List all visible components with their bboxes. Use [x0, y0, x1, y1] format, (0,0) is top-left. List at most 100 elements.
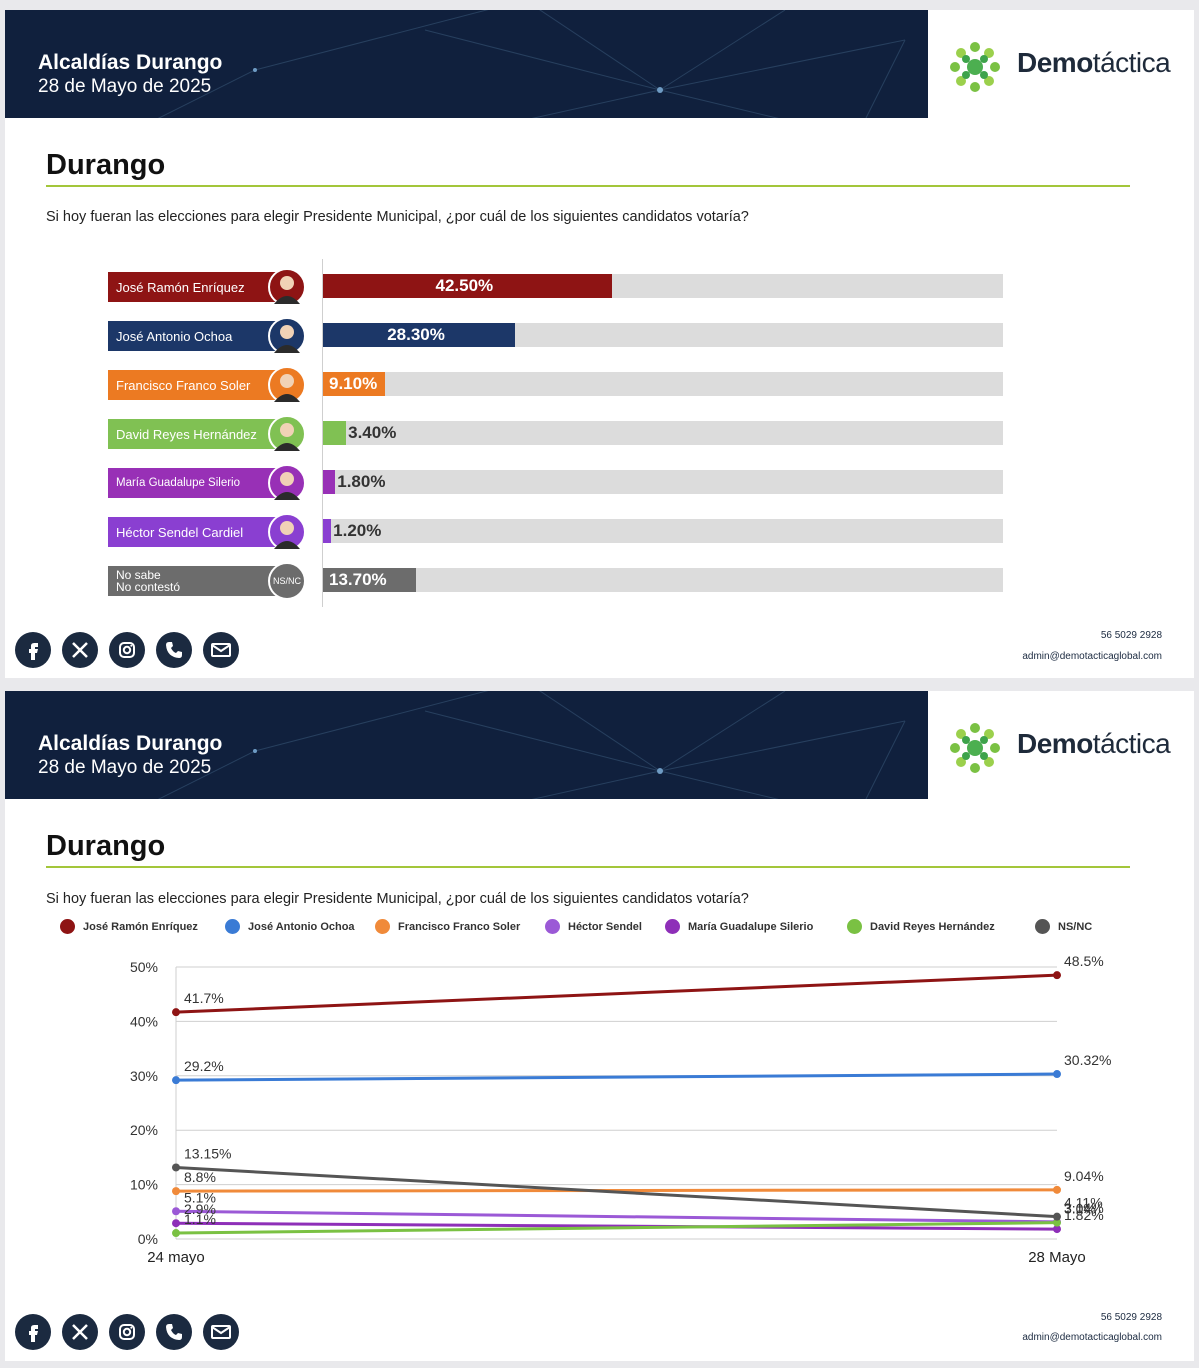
banner-network-pattern: [157, 691, 906, 799]
section-title: Durango: [46, 830, 166, 862]
banner-date: 28 de Mayo de 2025: [38, 76, 212, 97]
candidate-label: Francisco Franco Soler: [108, 370, 278, 400]
y-tick-label: 10%: [130, 1177, 158, 1193]
bar-track: 13.70%: [323, 568, 1003, 592]
data-label: 30.32%: [1064, 1052, 1111, 1068]
person-icon: [274, 423, 300, 451]
series-line: [175, 1188, 1058, 1193]
contact-phone[interactable]: 56 5029 2928: [1100, 1312, 1162, 1323]
data-label: 29.2%: [184, 1058, 224, 1074]
bar-value-label: 13.70%: [329, 570, 387, 589]
candidate-avatar: [268, 317, 306, 355]
candidate-avatar: [268, 513, 306, 551]
data-point: [172, 1076, 180, 1085]
candidate-label: José Antonio Ochoa: [108, 321, 278, 351]
contact-phone[interactable]: 56 5029 2928: [1100, 630, 1162, 641]
person-icon: [274, 325, 300, 353]
legend-item: NS/NC: [1035, 919, 1092, 934]
data-label: 1.1%: [184, 1211, 216, 1227]
legend-swatch: [375, 919, 390, 934]
candidate-label: David Reyes Hernández: [108, 419, 278, 449]
person-icon: [274, 374, 300, 402]
line-chart: 0% 10% 20% 30% 40% 50% 24 mayo 28 Mayo 41.7% 48.5…: [130, 953, 1112, 1266]
data-point: [172, 1187, 180, 1196]
series-line: [175, 1221, 1058, 1235]
data-point: [1053, 1218, 1061, 1227]
banner-network-pattern: [157, 10, 906, 118]
data-point: [1053, 1212, 1061, 1221]
header-banner: Alcaldías Durango 28 de Mayo de 2025: [5, 691, 928, 799]
bar-track: 42.50%: [323, 274, 1003, 298]
bar: [323, 421, 347, 445]
legend-label: José Antonio Ochoa: [248, 920, 355, 933]
x-icon[interactable]: [62, 1314, 98, 1350]
candidate-avatar: [268, 366, 306, 404]
bar-track: 9.10%: [323, 372, 1003, 396]
instagram-icon[interactable]: [109, 632, 145, 668]
logo-text: Demotáctica: [1017, 728, 1171, 759]
demotactica-logo: Demotáctica: [945, 37, 1185, 97]
bar-value-label: 9.10%: [329, 374, 378, 393]
candidate-avatar: [268, 415, 306, 453]
data-point: [172, 1207, 180, 1216]
candidate-label: María Guadalupe Silerio: [108, 468, 278, 498]
data-point: [1053, 1225, 1061, 1234]
bar: [323, 372, 385, 396]
legend-swatch: [60, 919, 75, 934]
candidate-label: No sabe No contestó: [108, 566, 278, 596]
mail-icon[interactable]: [203, 1314, 239, 1350]
bar-value-label: 28.30%: [387, 325, 445, 344]
bar-track: 3.40%: [323, 421, 1003, 445]
legend-item: Francisco Franco Soler: [375, 919, 520, 934]
phone-icon[interactable]: [156, 632, 192, 668]
logo-text: Demotáctica: [1017, 47, 1171, 78]
phone-icon[interactable]: [156, 1314, 192, 1350]
legend-label: Héctor Sendel: [568, 920, 642, 933]
legend-item: Héctor Sendel: [545, 919, 642, 934]
facebook-icon[interactable]: [15, 632, 51, 668]
y-tick-label: 50%: [130, 959, 158, 975]
data-label: 4.11%: [1064, 1195, 1103, 1211]
legend-label: María Guadalupe Silerio: [688, 920, 814, 933]
candidate-avatar: [268, 268, 306, 306]
legend-item: David Reyes Hernández: [847, 919, 995, 934]
title-underline: [46, 866, 1130, 868]
legend-swatch: [225, 919, 240, 934]
legend-swatch: [545, 919, 560, 934]
banner-date: 28 de Mayo de 2025: [38, 757, 212, 778]
data-label: 41.7%: [184, 990, 224, 1006]
survey-question: Si hoy fueran las elecciones para elegir…: [46, 209, 749, 225]
x-icon[interactable]: [62, 632, 98, 668]
person-icon: [274, 276, 300, 304]
person-icon: [274, 472, 300, 500]
data-label: 13.15%: [184, 1145, 231, 1161]
nsnc-badge: NS/NC: [268, 562, 306, 600]
slide-line-chart: Alcaldías Durango 28 de Mayo de 2025 Dem…: [5, 691, 1194, 1361]
legend-swatch: [847, 919, 862, 934]
bar-axis-line: [322, 259, 323, 607]
mail-icon[interactable]: [203, 632, 239, 668]
instagram-icon[interactable]: [109, 1314, 145, 1350]
candidate-avatar: [268, 464, 306, 502]
y-tick-label: 0%: [138, 1231, 158, 1247]
contact-email[interactable]: admin@demotacticaglobal.com: [1022, 651, 1162, 662]
data-label: 3.14%: [1064, 1200, 1104, 1216]
bar: [323, 470, 336, 494]
banner-title: Alcaldías Durango: [38, 51, 223, 74]
legend-swatch: [665, 919, 680, 934]
data-point: [1053, 971, 1061, 980]
data-point: [172, 1163, 180, 1172]
contact-email[interactable]: admin@demotacticaglobal.com: [1022, 1332, 1162, 1343]
bar: [323, 274, 612, 298]
legend-label: Francisco Franco Soler: [398, 920, 521, 933]
series-line: [175, 973, 1058, 1014]
data-point: [172, 1229, 180, 1238]
facebook-icon[interactable]: [15, 1314, 51, 1350]
legend-item: José Ramón Enríquez: [60, 919, 198, 934]
banner-title: Alcaldías Durango: [38, 732, 223, 755]
bar-value-label: 42.50%: [435, 276, 494, 295]
y-tick-label: 40%: [130, 1013, 158, 1029]
candidate-label-line: No contestó: [116, 580, 181, 594]
data-point: [1053, 1185, 1061, 1194]
candidate-label-line: No sabe: [116, 568, 161, 582]
